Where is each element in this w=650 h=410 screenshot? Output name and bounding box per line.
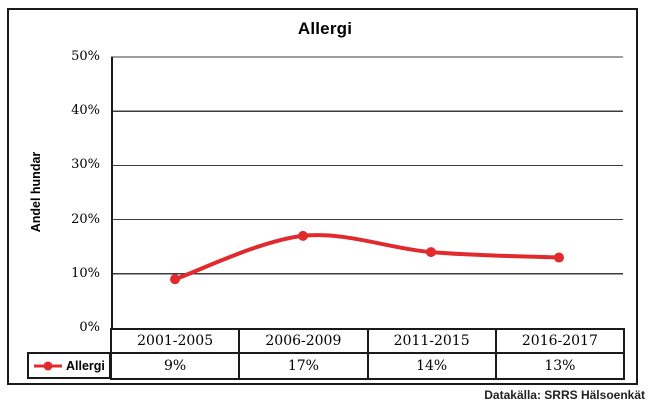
period-header-cell: 2006-2009 — [238, 328, 369, 354]
value-cell: 13% — [494, 352, 626, 380]
legend-box: Allergi — [27, 352, 111, 379]
y-axis-tick-label: 20% — [71, 212, 100, 227]
y-axis-tick-label: 40% — [71, 103, 100, 118]
data-point-marker — [170, 274, 180, 285]
value-cell: 9% — [109, 352, 241, 380]
y-axis-tick-label: 0% — [79, 320, 100, 335]
source-note: Datakälla: SRRS Hälsoenkät — [484, 388, 645, 402]
allergi-series-line — [173, 233, 561, 282]
legend-line-marker-icon — [34, 361, 62, 370]
data-table: 2001-2005 2006-2009 2011-2015 2016-2017 … — [109, 328, 626, 380]
period-header-cell: 2001-2005 — [109, 328, 241, 354]
period-header-cell: 2016-2017 — [494, 328, 626, 354]
period-header-cell: 2011-2015 — [366, 328, 497, 354]
line-chart-plot-area — [111, 56, 623, 328]
data-point-marker — [426, 247, 436, 258]
y-axis-tick-label: 30% — [71, 157, 100, 172]
data-point-marker — [298, 230, 308, 241]
value-cell: 14% — [366, 352, 497, 380]
table-value-row: 9% 17% 14% 13% — [109, 352, 626, 380]
chart-title: Allergi — [297, 19, 353, 38]
y-axis-tick-label: 10% — [71, 266, 100, 281]
legend-label: Allergi — [66, 358, 105, 373]
table-header-row: 2001-2005 2006-2009 2011-2015 2016-2017 — [109, 328, 626, 354]
value-cell: 17% — [238, 352, 369, 380]
data-point-marker — [554, 252, 564, 263]
y-axis-tick-label: 50% — [71, 49, 100, 64]
